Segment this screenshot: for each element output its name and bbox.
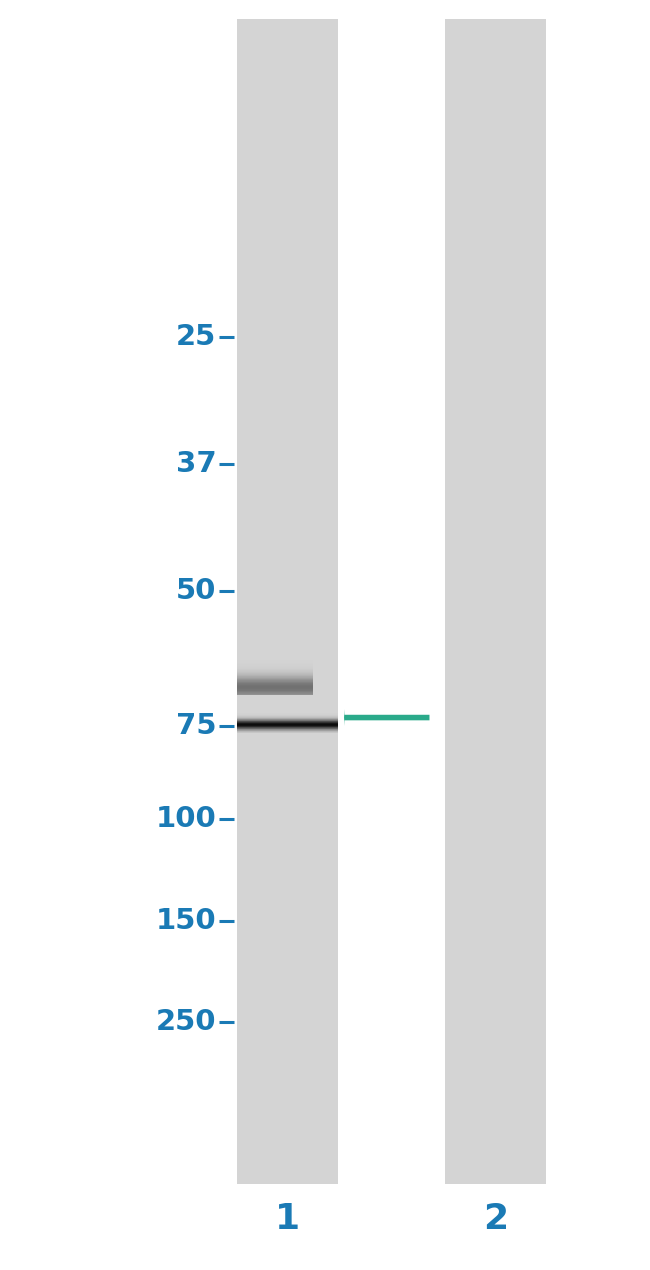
Text: 25: 25 xyxy=(176,323,216,351)
Bar xyxy=(237,19,338,1184)
Text: 2: 2 xyxy=(483,1203,508,1236)
Text: 1: 1 xyxy=(275,1203,300,1236)
Text: 75: 75 xyxy=(176,712,216,740)
Text: 150: 150 xyxy=(156,907,216,935)
Text: 50: 50 xyxy=(176,577,216,605)
Bar xyxy=(445,19,546,1184)
Text: 250: 250 xyxy=(156,1008,216,1036)
Text: 37: 37 xyxy=(176,450,216,478)
Text: 100: 100 xyxy=(156,805,216,833)
